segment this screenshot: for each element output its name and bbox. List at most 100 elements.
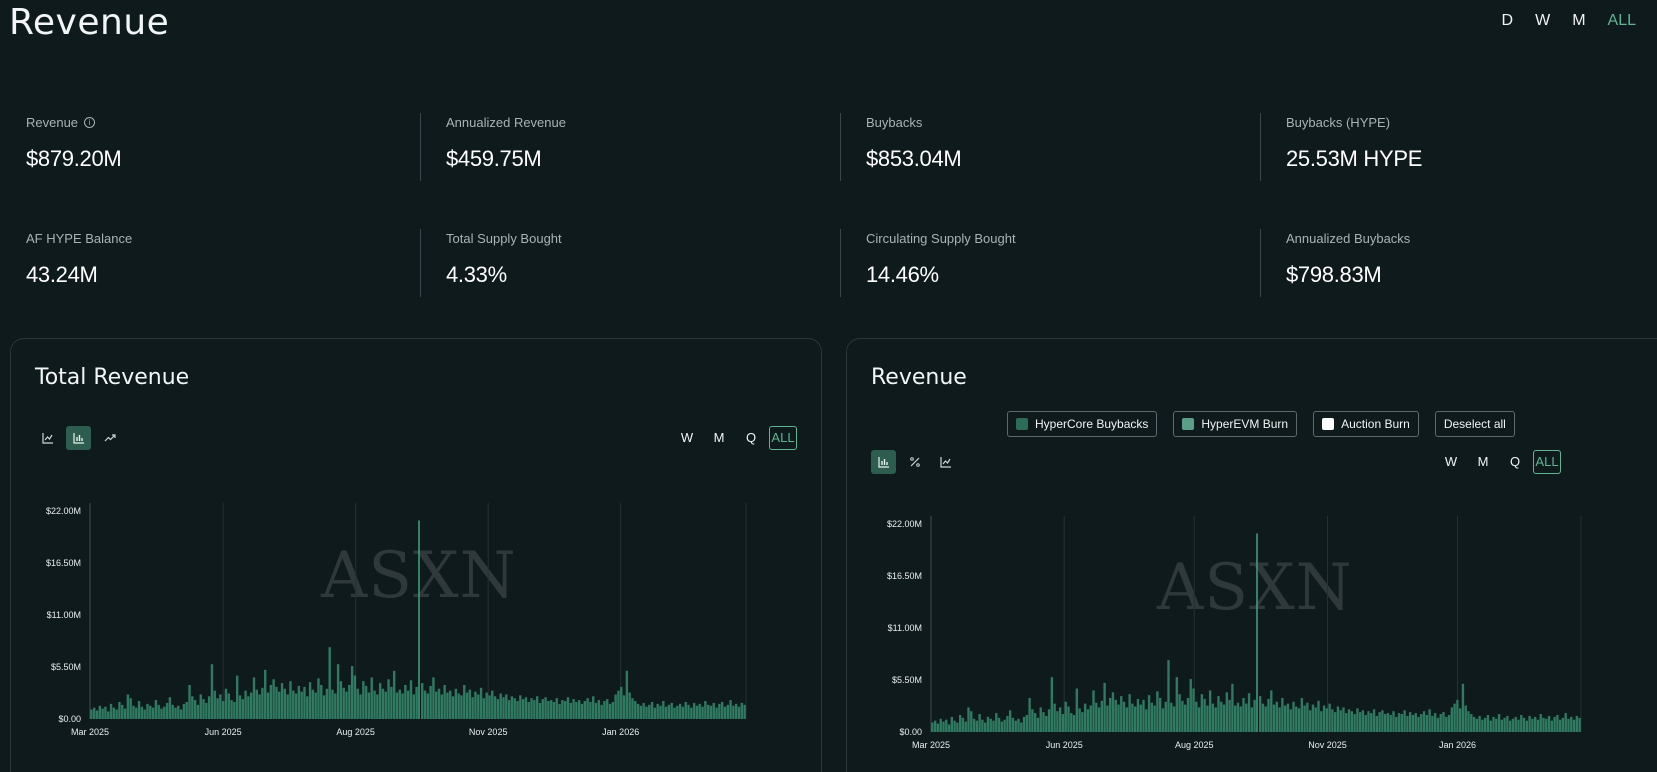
y-tick-label: $22.00M: [46, 506, 81, 516]
bar: [1267, 698, 1270, 732]
bar: [491, 690, 494, 719]
bar: [1206, 705, 1209, 732]
bar: [931, 722, 934, 732]
freq-tab-w[interactable]: W: [1444, 454, 1458, 469]
range-tab-w[interactable]: W: [1535, 12, 1551, 29]
bar: [1261, 703, 1265, 732]
bar: [1083, 703, 1087, 732]
bar: [541, 699, 544, 719]
bar: [594, 702, 598, 719]
freq-tab-w[interactable]: W: [680, 430, 694, 445]
bar: [1428, 709, 1431, 732]
bar: [701, 706, 704, 719]
legend-item-hypercore-buybacks[interactable]: HyperCore Buybacks: [1007, 411, 1158, 437]
legend-item-hyperevm-burn[interactable]: HyperEVM Burn: [1173, 411, 1298, 437]
bar: [146, 703, 149, 719]
bar: [1131, 703, 1134, 732]
bar: [137, 701, 141, 719]
range-tab-all[interactable]: ALL: [1607, 12, 1636, 29]
bar: [1311, 704, 1315, 732]
total-revenue-card: Total Revenue W M Q ALL ASXN $0.00 $5.50M…: [10, 338, 822, 772]
deselect-all-button[interactable]: Deselect all: [1434, 411, 1515, 437]
bar: [1375, 715, 1379, 732]
line-chart-icon[interactable]: [933, 450, 958, 474]
bar: [1014, 720, 1017, 732]
freq-tab-m[interactable]: M: [1477, 454, 1489, 469]
stat-af-hype-balance: AF HYPE Balance 43.24M: [0, 229, 420, 297]
bar: [566, 697, 570, 719]
bar: [356, 688, 359, 719]
bar: [1281, 697, 1284, 732]
percent-icon[interactable]: [902, 450, 927, 474]
bar: [706, 704, 710, 719]
bar: [1464, 705, 1467, 732]
bar: [151, 707, 155, 719]
bar: [673, 707, 676, 719]
bar: [1303, 705, 1306, 732]
bar-chart-icon[interactable]: [66, 426, 91, 450]
bar: [1150, 702, 1154, 732]
bar: [1420, 714, 1423, 732]
line-chart-icon[interactable]: [35, 426, 60, 450]
bar: [1467, 711, 1470, 732]
bar: [510, 696, 514, 719]
bar: [611, 701, 615, 719]
bar: [297, 685, 301, 719]
bar: [527, 701, 530, 719]
freq-tab-m[interactable]: M: [713, 430, 725, 445]
bar: [555, 698, 558, 719]
bar: [681, 706, 685, 719]
bar: [1547, 715, 1551, 732]
bar: [1422, 711, 1426, 732]
bar: [1575, 715, 1579, 732]
bar: [535, 696, 539, 719]
bar: [734, 703, 738, 719]
bar: [1250, 707, 1254, 732]
bar: [1225, 692, 1229, 732]
freq-tab-all[interactable]: ALL: [1533, 450, 1561, 474]
freq-tab-q[interactable]: Q: [745, 430, 757, 445]
legend-label: HyperCore Buybacks: [1035, 417, 1149, 431]
freq-tab-all[interactable]: ALL: [769, 426, 797, 450]
bar: [249, 692, 253, 719]
bar: [1517, 719, 1520, 732]
bar: [1211, 703, 1215, 732]
bar: [1489, 720, 1492, 732]
bar: [1408, 712, 1412, 732]
bar: [1136, 698, 1140, 732]
bar: [507, 700, 511, 719]
bar: [1470, 714, 1473, 732]
bar: [608, 703, 612, 719]
bar: [648, 704, 651, 719]
bar: [392, 670, 396, 719]
bar: [286, 694, 289, 719]
x-tick-label: Jun 2025: [205, 727, 242, 737]
bar: [207, 696, 211, 719]
bar: [126, 694, 130, 719]
trend-chart-icon[interactable]: [97, 426, 122, 450]
bar: [1125, 707, 1129, 732]
info-icon[interactable]: i: [84, 117, 96, 128]
freq-tab-q[interactable]: Q: [1509, 454, 1521, 469]
bar: [664, 706, 668, 719]
bar: [1222, 704, 1226, 732]
range-tab-m[interactable]: M: [1572, 12, 1586, 29]
bar: [1283, 705, 1287, 732]
bar: [970, 711, 973, 732]
legend-item-auction-burn[interactable]: Auction Burn: [1313, 411, 1419, 437]
bar: [1208, 690, 1212, 732]
bar: [1178, 694, 1181, 732]
bar: [625, 670, 629, 719]
stat-value: 43.24M: [26, 262, 98, 287]
bar: [1439, 714, 1442, 732]
bar: [1042, 712, 1045, 732]
range-tab-d[interactable]: D: [1501, 12, 1514, 29]
bar: [1156, 691, 1159, 732]
bar-chart-icon[interactable]: [871, 450, 896, 474]
bar: [1170, 702, 1173, 732]
bar: [252, 677, 256, 719]
bar: [580, 703, 584, 719]
bar: [1503, 717, 1506, 732]
bar: [493, 696, 497, 719]
bar: [1389, 714, 1392, 732]
